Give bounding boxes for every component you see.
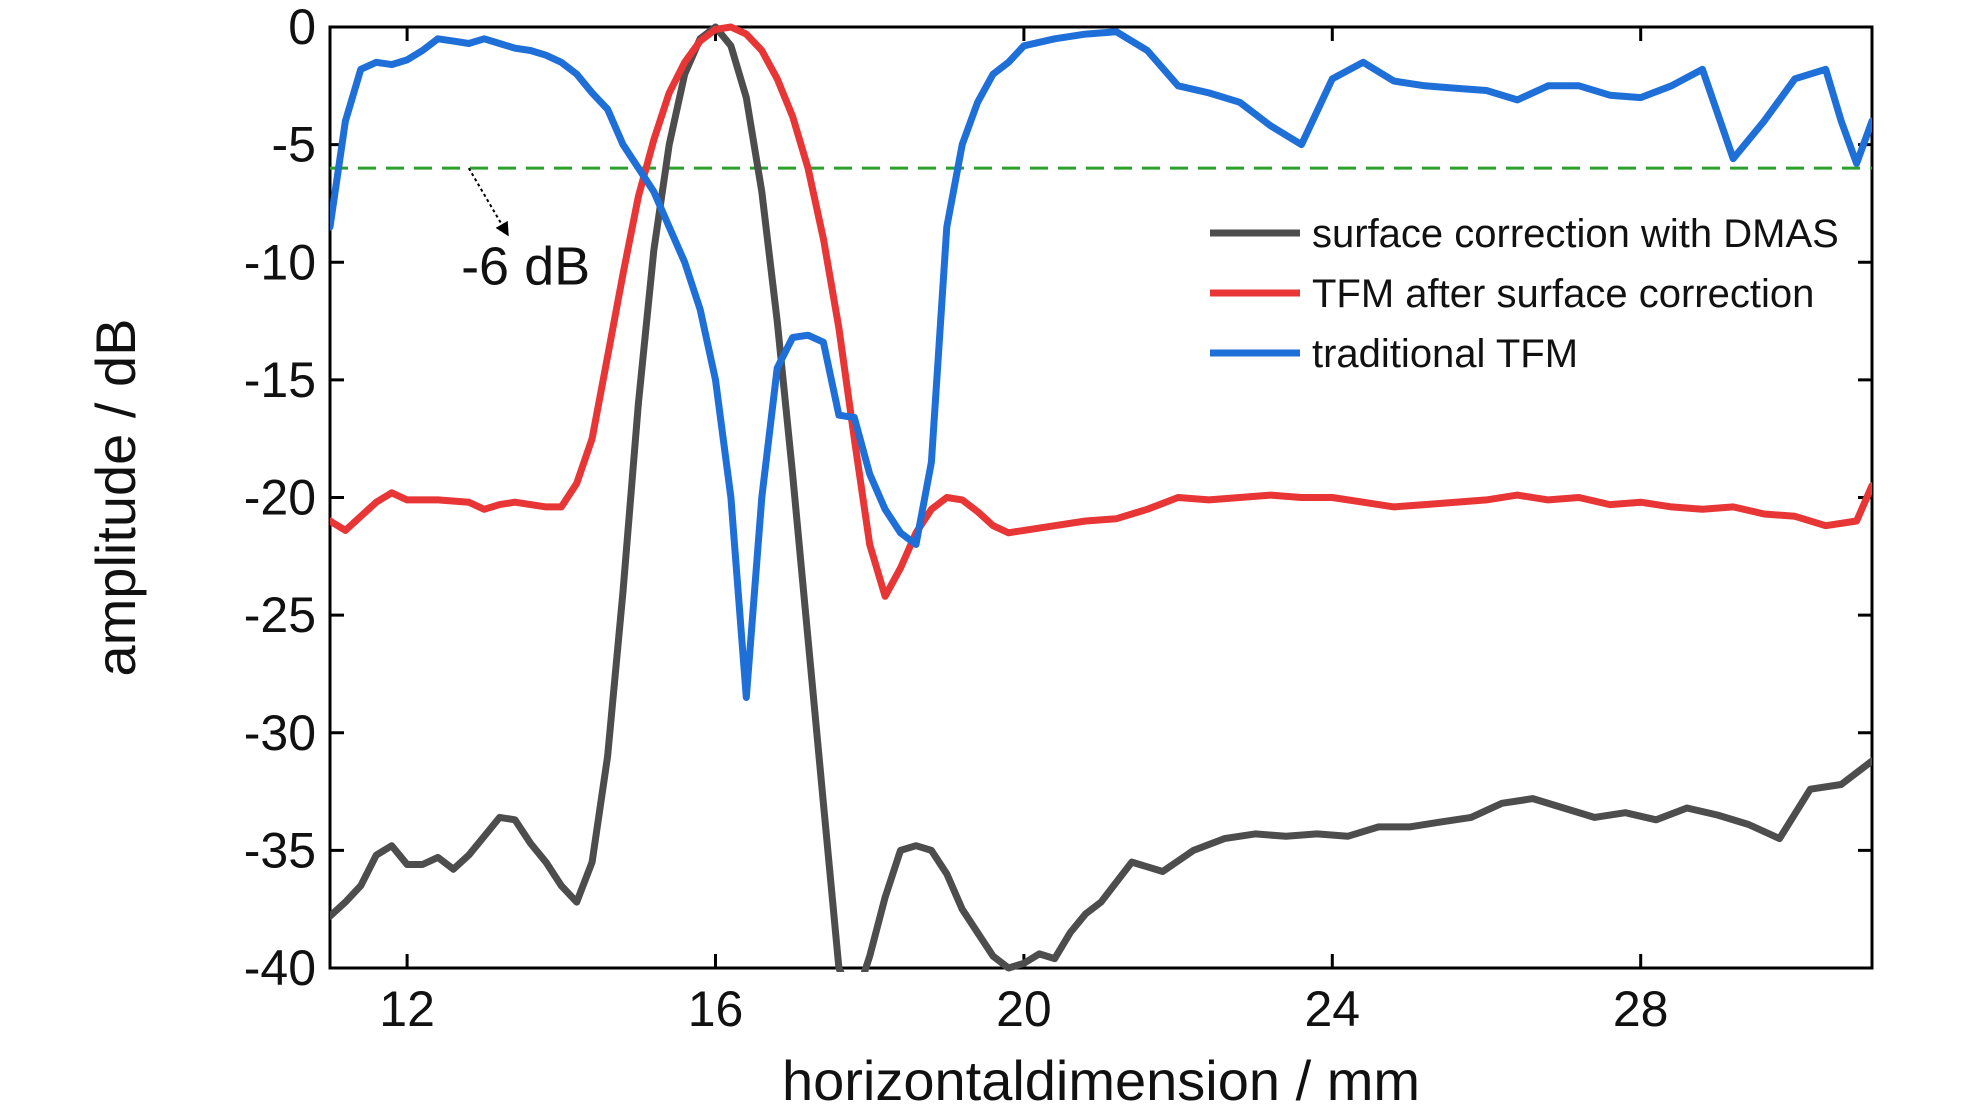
annotation-label: -6 dB — [461, 236, 590, 296]
x-axis-label: horizontaldimension / mm — [782, 1049, 1420, 1110]
legend-label: TFM after surface correction — [1312, 272, 1814, 316]
y-tick-label: -35 — [244, 822, 316, 878]
y-tick-label: -25 — [244, 587, 316, 643]
y-tick-label: -10 — [244, 234, 316, 290]
series-layer — [330, 23, 1872, 972]
y-tick-label: -15 — [244, 352, 316, 408]
x-tick-label: 16 — [688, 981, 744, 1037]
legend: surface correction with DMAS TFM after su… — [1210, 212, 1839, 376]
axes-layer: 12 16 20 24 28 0 -5 -10 -15 -20 -25 -30 -35 -40 — [244, 0, 1874, 1037]
x-tick-label: 28 — [1613, 981, 1669, 1037]
legend-item-tfm-corrected: TFM after surface correction — [1210, 272, 1814, 316]
y-tick-label: 0 — [288, 0, 316, 55]
y-tick-label: -30 — [244, 705, 316, 761]
annotation-arrow — [467, 167, 509, 237]
x-tick-label: 20 — [996, 981, 1052, 1037]
x-tick-label: 24 — [1304, 981, 1360, 1037]
annotation-layer: -6 dB — [461, 167, 590, 296]
legend-label: surface correction with DMAS — [1312, 212, 1839, 256]
y-tick-label: -40 — [244, 940, 316, 996]
series-line-dmas — [330, 23, 1872, 972]
y-tick-label: -20 — [244, 470, 316, 526]
legend-item-dmas: surface correction with DMAS — [1210, 212, 1839, 256]
series-line-tfm-corrected — [330, 23, 1872, 600]
y-axis-label: amplitude / dB — [84, 319, 147, 677]
legend-item-traditional-tfm: traditional TFM — [1210, 332, 1578, 376]
legend-label: traditional TFM — [1312, 332, 1578, 376]
y-tick-label: -5 — [272, 117, 316, 173]
series-line-traditional-tfm — [330, 28, 1872, 701]
x-tick-label: 12 — [379, 981, 435, 1037]
